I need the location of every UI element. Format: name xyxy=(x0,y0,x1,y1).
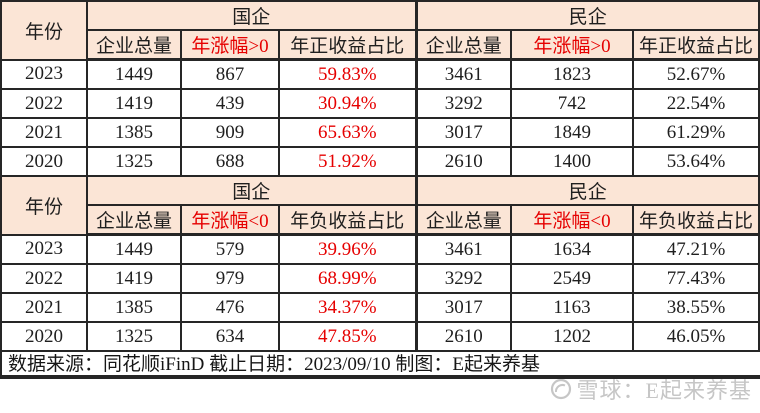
source-text: 数据来源：同花顺iFinD 截止日期：2023/09/10 制图：E起来养基 xyxy=(8,354,541,375)
poe-negative-ratio-cell: 47.21% xyxy=(632,233,760,265)
year-cell: 2020 xyxy=(0,146,88,177)
soe-negative-ratio-cell: 34.37% xyxy=(277,292,418,323)
poe-total-cell: 2610 xyxy=(414,146,513,177)
poe-positive-ratio-cell: 53.64% xyxy=(632,146,760,177)
group-header-soe: 国企 xyxy=(85,175,418,206)
table-sheet: 年份 国企 民企 企业总量 年涨幅>0 年正收益占比 企业总量 年涨幅>0 年正… xyxy=(0,0,760,379)
poe-losers-cell: 2549 xyxy=(510,263,635,294)
poe-negative-ratio-cell: 46.05% xyxy=(632,321,760,352)
soe-positive-ratio-cell: 51.92% xyxy=(277,146,418,177)
soe-total-cell: 1449 xyxy=(86,233,182,265)
poe-total-cell: 3017 xyxy=(414,292,513,323)
soe-total-cell: 1419 xyxy=(86,263,182,294)
soe-positive-ratio-cell: 30.94% xyxy=(277,88,418,119)
table-row: 2023 1449 867 59.83% 3461 1823 52.67% xyxy=(0,58,760,90)
soe-negative-ratio-header: 年负收益占比 xyxy=(277,204,418,236)
poe-gainers-cell: 1849 xyxy=(510,117,635,148)
poe-losers-cell: 1202 xyxy=(510,321,635,352)
year-header: 年份 xyxy=(0,175,88,236)
soe-gainers-cell: 439 xyxy=(180,88,280,119)
poe-positive-ratio-cell: 22.54% xyxy=(632,88,760,119)
soe-total-header: 企业总量 xyxy=(86,204,182,236)
poe-gainers-cell: 1823 xyxy=(510,58,635,90)
poe-positive-ratio-header: 年正收益占比 xyxy=(632,29,760,61)
table-row: 2021 1385 909 65.63% 3017 1849 61.29% xyxy=(0,117,760,148)
poe-losers-cell: 1163 xyxy=(510,292,635,323)
poe-negative-ratio-cell: 77.43% xyxy=(632,263,760,294)
soe-negative-ratio-cell: 47.85% xyxy=(277,321,418,352)
group-header-soe: 国企 xyxy=(85,0,418,31)
table-negative-returns: 年份 国企 民企 企业总量 年涨幅<0 年负收益占比 企业总量 年涨幅<0 年负… xyxy=(0,175,760,352)
year-cell: 2021 xyxy=(0,117,88,148)
table-positive-returns: 年份 国企 民企 企业总量 年涨幅>0 年正收益占比 企业总量 年涨幅>0 年正… xyxy=(0,0,760,177)
xueqiu-snowball-icon xyxy=(549,377,573,401)
poe-total-header: 企业总量 xyxy=(414,204,513,236)
soe-positive-ratio-cell: 59.83% xyxy=(277,58,418,90)
year-cell: 2023 xyxy=(0,58,88,90)
group-header-poe: 民企 xyxy=(414,175,760,206)
poe-losers-cell: 1634 xyxy=(510,233,635,265)
group-header-poe: 民企 xyxy=(414,0,760,31)
soe-gainers-cell: 909 xyxy=(180,117,280,148)
soe-positive-ratio-cell: 65.63% xyxy=(277,117,418,148)
table-row: 2023 1449 579 39.96% 3461 1634 47.21% xyxy=(0,233,760,265)
group-header-row: 年份 国企 民企 xyxy=(0,0,760,61)
poe-total-cell: 3461 xyxy=(414,58,513,90)
poe-positive-ratio-cell: 52.67% xyxy=(632,58,760,90)
poe-total-cell: 3461 xyxy=(414,233,513,265)
year-cell: 2022 xyxy=(0,263,88,294)
poe-losers-header: 年涨幅<0 xyxy=(510,204,635,236)
soe-positive-ratio-header: 年正收益占比 xyxy=(277,29,418,61)
soe-total-cell: 1419 xyxy=(86,88,182,119)
table-row: 2022 1419 439 30.94% 3292 742 22.54% xyxy=(0,88,760,119)
soe-losers-cell: 476 xyxy=(180,292,280,323)
year-cell: 2021 xyxy=(0,292,88,323)
source-footer: 数据来源：同花顺iFinD 截止日期：2023/09/10 制图：E起来养基 xyxy=(0,350,760,379)
group-header-row: 年份 国企 民企 xyxy=(0,175,760,236)
poe-total-header: 企业总量 xyxy=(414,29,513,61)
soe-losers-cell: 979 xyxy=(180,263,280,294)
table-row: 2020 1325 634 47.85% 2610 1202 46.05% xyxy=(0,321,760,352)
poe-total-cell: 2610 xyxy=(414,321,513,352)
poe-negative-ratio-header: 年负收益占比 xyxy=(632,204,760,236)
poe-gainers-cell: 1400 xyxy=(510,146,635,177)
year-cell: 2023 xyxy=(0,233,88,265)
poe-positive-ratio-cell: 61.29% xyxy=(632,117,760,148)
soe-total-cell: 1325 xyxy=(86,146,182,177)
soe-losers-header: 年涨幅<0 xyxy=(180,204,280,236)
poe-total-cell: 3292 xyxy=(414,263,513,294)
soe-total-cell: 1449 xyxy=(86,58,182,90)
table-row: 2020 1325 688 51.92% 2610 1400 53.64% xyxy=(0,146,760,177)
poe-negative-ratio-cell: 38.55% xyxy=(632,292,760,323)
year-cell: 2020 xyxy=(0,321,88,352)
year-header: 年份 xyxy=(0,0,88,61)
poe-gainers-header: 年涨幅>0 xyxy=(510,29,635,61)
soe-total-header: 企业总量 xyxy=(86,29,182,61)
soe-gainers-cell: 867 xyxy=(180,58,280,90)
sub-header-row: 企业总量 年涨幅<0 年负收益占比 企业总量 年涨幅<0 年负收益占比 xyxy=(1,204,760,236)
soe-losers-cell: 579 xyxy=(180,233,280,265)
soe-total-cell: 1385 xyxy=(86,117,182,148)
soe-gainers-cell: 688 xyxy=(180,146,280,177)
soe-gainers-header: 年涨幅>0 xyxy=(180,29,280,61)
soe-losers-cell: 634 xyxy=(180,321,280,352)
year-cell: 2022 xyxy=(0,88,88,119)
sub-header-row: 企业总量 年涨幅>0 年正收益占比 企业总量 年涨幅>0 年正收益占比 xyxy=(1,29,760,61)
poe-total-cell: 3292 xyxy=(414,88,513,119)
soe-total-cell: 1325 xyxy=(86,321,182,352)
soe-negative-ratio-cell: 39.96% xyxy=(277,233,418,265)
table-row: 2021 1385 476 34.37% 3017 1163 38.55% xyxy=(0,292,760,323)
table-row: 2022 1419 979 68.99% 3292 2549 77.43% xyxy=(0,263,760,294)
soe-negative-ratio-cell: 68.99% xyxy=(277,263,418,294)
poe-gainers-cell: 742 xyxy=(510,88,635,119)
poe-total-cell: 3017 xyxy=(414,117,513,148)
soe-total-cell: 1385 xyxy=(86,292,182,323)
